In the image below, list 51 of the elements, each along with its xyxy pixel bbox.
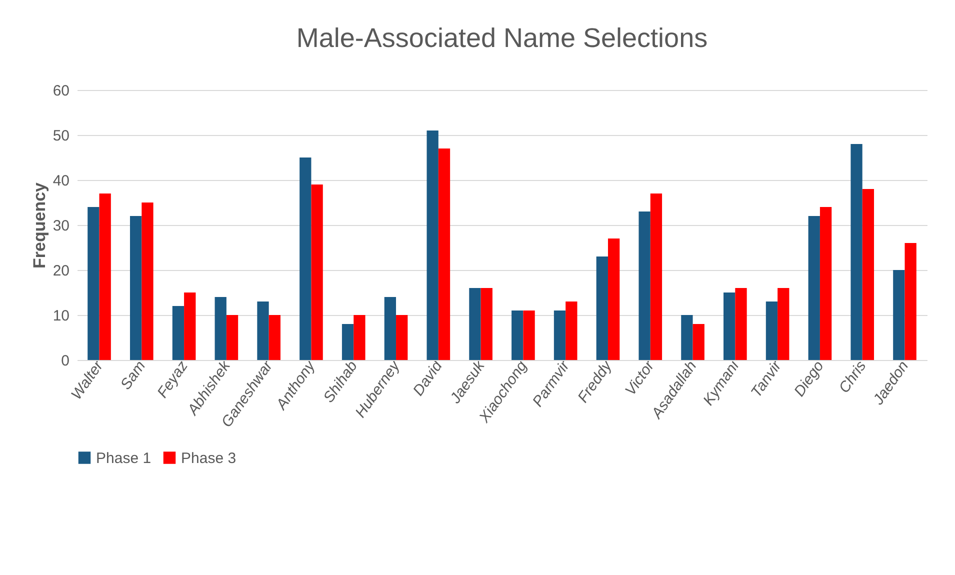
bar xyxy=(311,184,323,360)
bar xyxy=(512,310,524,360)
y-tick-label: 10 xyxy=(52,308,70,324)
bar xyxy=(342,324,354,360)
y-tick-label: 20 xyxy=(52,262,70,280)
bar xyxy=(438,148,450,360)
bar xyxy=(396,315,408,360)
bar xyxy=(172,306,184,360)
bar xyxy=(566,302,578,360)
bar xyxy=(480,288,492,360)
bar xyxy=(650,194,662,360)
legend-label: Phase 1 xyxy=(96,450,152,467)
bar xyxy=(862,189,874,360)
bar xyxy=(426,130,438,360)
bar xyxy=(99,194,111,360)
y-tick-label: 60 xyxy=(52,82,70,100)
y-tick-label: 50 xyxy=(52,128,70,144)
bar xyxy=(214,297,226,360)
bar xyxy=(354,315,366,360)
bar xyxy=(523,310,535,360)
bar xyxy=(681,315,693,360)
bar xyxy=(820,207,832,360)
bar xyxy=(850,144,862,360)
bar xyxy=(735,288,747,360)
bar xyxy=(88,207,100,360)
bar xyxy=(778,288,790,360)
legend-label: Phase 3 xyxy=(181,450,236,467)
bar xyxy=(469,288,481,360)
y-tick-label: 40 xyxy=(52,172,70,190)
bar xyxy=(692,324,704,360)
bar xyxy=(300,158,312,360)
bar xyxy=(608,238,620,360)
bar xyxy=(384,297,396,360)
bar xyxy=(554,310,566,360)
chart-title: Male-Associated Name Selections xyxy=(296,23,708,53)
bar xyxy=(724,292,736,360)
bar xyxy=(130,216,142,360)
bar xyxy=(808,216,820,360)
bar xyxy=(142,202,154,360)
y-axis-title: Frequency xyxy=(30,182,49,268)
y-tick-label: 30 xyxy=(52,218,70,234)
bar xyxy=(268,315,280,360)
bar xyxy=(596,256,608,360)
bar xyxy=(257,302,269,360)
bar xyxy=(893,270,905,360)
bar xyxy=(638,212,650,360)
bar xyxy=(904,243,916,360)
bar xyxy=(184,292,196,360)
bar xyxy=(766,302,778,360)
bar xyxy=(226,315,238,360)
y-tick-label: 0 xyxy=(61,352,70,370)
